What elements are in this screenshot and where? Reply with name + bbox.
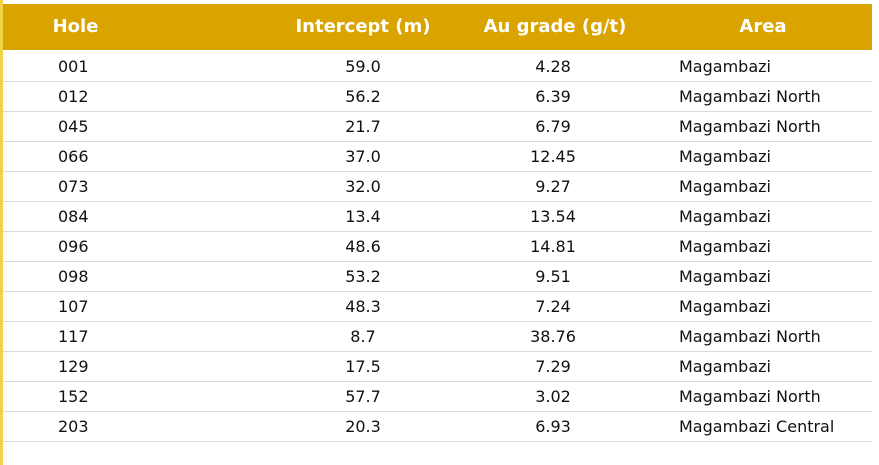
table-cell: 012	[58, 87, 89, 106]
table-row: 012 56.2 6.39 Magambazi North	[3, 82, 872, 112]
column-header: Au grade (g/t)	[483, 16, 627, 37]
table-cell: 57.7	[345, 387, 381, 406]
table-row: 073 32.0 9.27 Magambazi	[3, 172, 872, 202]
table-cell: 17.5	[345, 357, 381, 376]
table-cell: Magambazi	[679, 237, 771, 256]
table-row: 066 37.0 12.45 Magambazi	[3, 142, 872, 172]
table-cell: Magambazi North	[679, 387, 821, 406]
table-cell: Magambazi North	[679, 327, 821, 346]
table-row: 084 13.4 13.54 Magambazi	[3, 202, 872, 232]
table-cell: 129	[58, 357, 89, 376]
table-cell: Magambazi	[679, 177, 771, 196]
table-cell: 56.2	[345, 87, 381, 106]
table-cell: 8.7	[350, 327, 376, 346]
table-cell: Magambazi	[679, 147, 771, 166]
table-row: 117 8.7 38.76 Magambazi North	[3, 322, 872, 352]
table-cell: 53.2	[345, 267, 381, 286]
table-cell: 3.02	[535, 387, 571, 406]
left-border	[0, 0, 3, 465]
column-header: Hole	[52, 16, 99, 37]
column-header: Area	[739, 16, 787, 37]
table-cell: 6.93	[535, 417, 571, 436]
table-cell: 107	[58, 297, 89, 316]
table-cell: 117	[58, 327, 89, 346]
table-cell: 59.0	[345, 57, 381, 76]
table-cell: 4.28	[535, 57, 571, 76]
table-cell: Magambazi North	[679, 87, 821, 106]
table-cell: 48.3	[345, 297, 381, 316]
table-cell: Magambazi	[679, 267, 771, 286]
table-cell: 152	[58, 387, 89, 406]
table-cell: Magambazi	[679, 297, 771, 316]
table-cell: 48.6	[345, 237, 381, 256]
table-cell: 098	[58, 267, 89, 286]
table-cell: 9.27	[535, 177, 571, 196]
table-row: 129 17.5 7.29 Magambazi	[3, 352, 872, 382]
table-cell: 066	[58, 147, 89, 166]
table-cell: 13.54	[530, 207, 576, 226]
table-cell: 9.51	[535, 267, 571, 286]
table-cell: 32.0	[345, 177, 381, 196]
table-cell: Magambazi	[679, 357, 771, 376]
table-header: Hole Intercept (m) Au grade (g/t) Area	[3, 4, 872, 50]
table-cell: 38.76	[530, 327, 576, 346]
table-cell: 7.29	[535, 357, 571, 376]
table-cell: 6.79	[535, 117, 571, 136]
table-cell: Magambazi North	[679, 117, 821, 136]
table-row: 045 21.7 6.79 Magambazi North	[3, 112, 872, 142]
table-cell: 073	[58, 177, 89, 196]
table-cell: 7.24	[535, 297, 571, 316]
table-row: 098 53.2 9.51 Magambazi	[3, 262, 872, 292]
table-cell: 12.45	[530, 147, 576, 166]
table-cell: 203	[58, 417, 89, 436]
table-cell: 001	[58, 57, 89, 76]
table-cell: 37.0	[345, 147, 381, 166]
table-cell: 21.7	[345, 117, 381, 136]
table-cell: 13.4	[345, 207, 381, 226]
table-cell: 14.81	[530, 237, 576, 256]
table-row: 107 48.3 7.24 Magambazi	[3, 292, 872, 322]
column-header: Intercept (m)	[295, 16, 431, 37]
table-row: 203 20.3 6.93 Magambazi Central	[3, 412, 872, 442]
table-cell: 6.39	[535, 87, 571, 106]
table-cell: 045	[58, 117, 89, 136]
table-cell: 20.3	[345, 417, 381, 436]
table-cell: Magambazi	[679, 57, 771, 76]
table-cell: Magambazi Central	[679, 417, 835, 436]
table-row: 096 48.6 14.81 Magambazi	[3, 232, 872, 262]
table-row: 152 57.7 3.02 Magambazi North	[3, 382, 872, 412]
table-cell: 084	[58, 207, 89, 226]
table-row: 001 59.0 4.28 Magambazi	[3, 52, 872, 82]
table-cell: Magambazi	[679, 207, 771, 226]
table-cell: 096	[58, 237, 89, 256]
